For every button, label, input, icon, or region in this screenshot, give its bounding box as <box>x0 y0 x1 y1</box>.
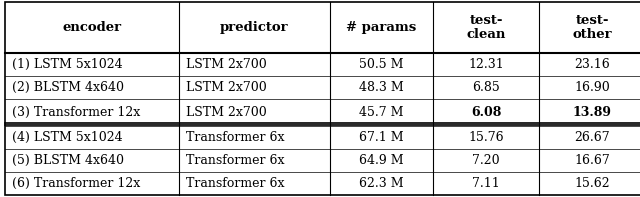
Text: (3) Transformer 12x: (3) Transformer 12x <box>12 106 140 119</box>
Text: (2) BLSTM 4x640: (2) BLSTM 4x640 <box>12 81 124 94</box>
Text: 12.31: 12.31 <box>468 58 504 71</box>
Text: 48.3 M: 48.3 M <box>359 81 404 94</box>
Text: 64.9 M: 64.9 M <box>359 154 404 167</box>
Text: 62.3 M: 62.3 M <box>359 177 404 190</box>
Text: 15.76: 15.76 <box>468 131 504 144</box>
Text: (1) LSTM 5x1024: (1) LSTM 5x1024 <box>12 58 122 71</box>
Text: Transformer 6x: Transformer 6x <box>186 131 284 144</box>
Text: predictor: predictor <box>220 21 289 34</box>
Text: 13.89: 13.89 <box>573 106 611 119</box>
Text: encoder: encoder <box>63 21 122 34</box>
Text: (5) BLSTM 4x640: (5) BLSTM 4x640 <box>12 154 124 167</box>
Text: test-
clean: test- clean <box>467 14 506 41</box>
Text: # params: # params <box>346 21 417 34</box>
Text: Transformer 6x: Transformer 6x <box>186 177 284 190</box>
Text: 45.7 M: 45.7 M <box>359 106 404 119</box>
Text: 67.1 M: 67.1 M <box>359 131 404 144</box>
Text: LSTM 2x700: LSTM 2x700 <box>186 58 266 71</box>
Text: 50.5 M: 50.5 M <box>359 58 404 71</box>
Text: 7.11: 7.11 <box>472 177 500 190</box>
Text: test-
other: test- other <box>572 14 612 41</box>
Text: 6.85: 6.85 <box>472 81 500 94</box>
Text: (6) Transformer 12x: (6) Transformer 12x <box>12 177 140 190</box>
Text: Transformer 6x: Transformer 6x <box>186 154 284 167</box>
Text: 15.62: 15.62 <box>574 177 610 190</box>
Text: 26.67: 26.67 <box>574 131 610 144</box>
Text: (4) LSTM 5x1024: (4) LSTM 5x1024 <box>12 131 122 144</box>
Text: 7.20: 7.20 <box>472 154 500 167</box>
Text: LSTM 2x700: LSTM 2x700 <box>186 106 266 119</box>
Text: 6.08: 6.08 <box>471 106 501 119</box>
Text: 16.67: 16.67 <box>574 154 610 167</box>
Text: LSTM 2x700: LSTM 2x700 <box>186 81 266 94</box>
Text: 16.90: 16.90 <box>574 81 610 94</box>
Text: 23.16: 23.16 <box>574 58 610 71</box>
